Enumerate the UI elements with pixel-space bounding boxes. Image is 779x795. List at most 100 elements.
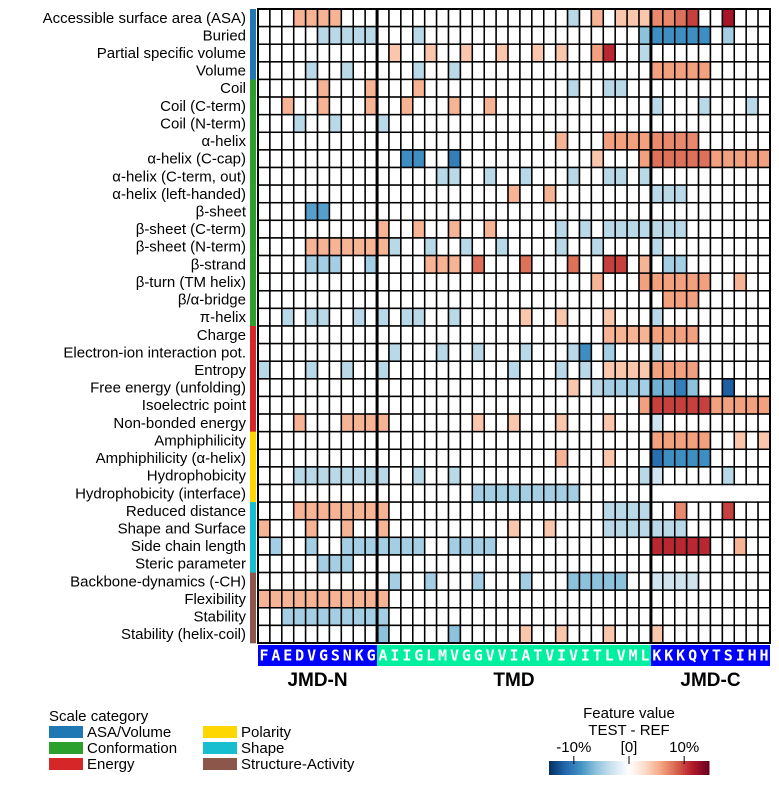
cell <box>364 96 378 116</box>
cell <box>304 290 319 310</box>
cell <box>269 272 283 292</box>
cell <box>757 360 771 380</box>
colorbar-step <box>585 761 588 775</box>
cell <box>554 378 569 398</box>
residue: T <box>533 647 542 665</box>
cell <box>292 61 307 81</box>
cell <box>435 184 450 204</box>
cell <box>757 378 771 398</box>
cell <box>721 149 736 169</box>
row-label: α-helix <box>201 133 246 150</box>
cell <box>697 96 712 116</box>
cell <box>554 624 569 644</box>
cell <box>328 272 343 292</box>
cell <box>757 166 771 186</box>
colorbar-step <box>665 761 668 775</box>
cell <box>316 536 331 556</box>
cell <box>519 307 533 327</box>
cell <box>388 8 402 28</box>
cell <box>709 131 724 151</box>
colorbar-step <box>685 761 688 775</box>
cell <box>257 201 271 222</box>
cell <box>590 554 605 574</box>
cell <box>483 78 497 98</box>
colorbar-step <box>699 761 702 775</box>
cell <box>662 8 676 28</box>
cell <box>673 571 688 591</box>
cell <box>590 201 605 222</box>
cell <box>400 43 414 63</box>
cell <box>292 78 307 98</box>
category-bar <box>250 361 256 380</box>
cell <box>662 466 676 486</box>
cell <box>638 518 652 539</box>
cell <box>709 61 724 81</box>
cell <box>519 184 533 204</box>
cell <box>495 25 509 45</box>
cell <box>507 413 521 433</box>
cell <box>495 430 509 451</box>
cell <box>733 131 747 151</box>
cell <box>304 237 319 257</box>
cell <box>459 483 474 503</box>
cell <box>650 571 664 591</box>
cell <box>400 501 414 521</box>
cell <box>578 290 593 310</box>
cell <box>316 466 331 486</box>
cell <box>471 201 485 222</box>
row-label: β/α-bridge <box>178 292 246 309</box>
cell <box>400 307 414 327</box>
cell <box>519 78 533 98</box>
cell <box>662 413 676 433</box>
cell <box>519 237 533 257</box>
cell <box>257 325 271 345</box>
cell <box>447 430 462 451</box>
cell <box>495 571 509 591</box>
cell <box>733 25 747 45</box>
cell <box>709 395 724 415</box>
cell <box>459 413 474 433</box>
cell <box>292 166 307 186</box>
cell <box>745 149 759 169</box>
cell <box>662 61 676 81</box>
cell <box>662 131 676 151</box>
cell <box>650 201 664 222</box>
colorbar-step <box>675 761 678 775</box>
colorbar-step <box>615 761 618 775</box>
cell <box>507 237 521 257</box>
cell <box>519 201 533 222</box>
cell <box>376 360 390 380</box>
cell <box>471 131 485 151</box>
cell <box>662 254 676 274</box>
cell <box>340 96 355 116</box>
segment-label: JMD-N <box>287 670 347 691</box>
cell <box>507 571 521 591</box>
cell <box>269 201 283 222</box>
cell <box>459 184 474 204</box>
cell <box>626 589 640 609</box>
cell <box>507 254 521 274</box>
cell <box>292 430 307 451</box>
cell <box>733 518 747 539</box>
cell <box>697 149 712 169</box>
cell <box>614 290 628 310</box>
cell <box>269 536 283 556</box>
cell <box>376 25 390 45</box>
cell <box>412 483 426 503</box>
cell <box>709 149 724 169</box>
cell <box>447 378 462 398</box>
colorbar-step <box>577 761 580 775</box>
cell <box>685 25 700 45</box>
cell <box>721 113 736 134</box>
cell <box>459 254 474 274</box>
cell <box>316 360 331 380</box>
cell <box>257 518 271 539</box>
cell <box>435 219 450 239</box>
cell <box>459 536 474 556</box>
residue: T <box>593 647 602 665</box>
cell <box>543 254 557 274</box>
cell <box>697 290 712 310</box>
cell <box>566 184 581 204</box>
cell <box>602 219 616 239</box>
cell <box>328 78 343 98</box>
